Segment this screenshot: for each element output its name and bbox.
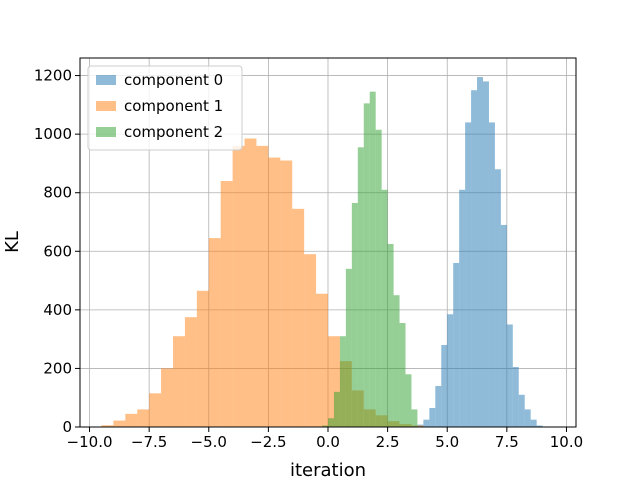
legend-swatch [96, 75, 116, 85]
bar-series-1 [113, 420, 126, 427]
x-tick-label: 5.0 [435, 433, 459, 451]
legend-label: component 2 [124, 123, 223, 141]
bar-series-2 [357, 147, 364, 428]
bar-series-2 [369, 91, 376, 427]
y-tick-label: 800 [43, 184, 72, 202]
y-tick-label: 0 [62, 418, 72, 436]
bar-series-0 [494, 169, 501, 428]
bar-series-0 [471, 90, 478, 427]
bar-series-1 [268, 157, 281, 428]
bar-series-0 [453, 263, 460, 427]
bar-series-2 [381, 189, 388, 427]
y-tick-label: 1000 [34, 125, 72, 143]
bar-series-1 [220, 181, 233, 427]
bar-series-2 [405, 374, 412, 427]
x-tick-label: 0.0 [316, 433, 340, 451]
y-tick-label: 1200 [34, 67, 72, 85]
bar-series-0 [465, 122, 472, 427]
bar-series-1 [208, 238, 221, 427]
x-axis-label: iteration [290, 460, 366, 480]
bar-series-0 [459, 189, 466, 427]
bar-series-2 [339, 336, 346, 427]
bar-series-0 [477, 77, 483, 428]
bar-series-1 [256, 145, 269, 427]
bar-series-0 [500, 224, 507, 427]
bar-series-2 [351, 202, 358, 427]
bar-series-0 [536, 425, 543, 427]
bar-series-2 [393, 295, 400, 427]
legend-swatch [96, 127, 116, 137]
bar-series-2 [387, 243, 394, 427]
bar-series-0 [506, 324, 513, 427]
bar-series-1 [125, 413, 138, 427]
bar-series-1 [196, 290, 209, 427]
bar-series-2 [333, 391, 340, 427]
bar-series-0 [524, 409, 531, 427]
y-axis-label: KL [2, 231, 23, 253]
bar-series-0 [518, 394, 525, 427]
bar-series-1 [232, 145, 245, 427]
bar-series-1 [173, 336, 185, 427]
bar-series-2 [322, 425, 328, 427]
x-tick-label: 10.0 [550, 433, 583, 451]
legend-swatch [96, 101, 116, 111]
bar-series-0 [429, 407, 436, 427]
bar-series-0 [483, 81, 489, 427]
bar-series-2 [345, 268, 352, 427]
y-tick-label: 600 [43, 242, 72, 260]
bar-series-0 [530, 419, 537, 427]
bar-series-2 [399, 323, 406, 427]
legend-label: component 1 [124, 97, 223, 115]
x-tick-label: −5.0 [191, 433, 227, 451]
legend: component 0 component 1 component 2 [87, 65, 243, 151]
x-tick-label: −7.5 [131, 433, 167, 451]
bar-series-1 [137, 409, 150, 427]
y-tick-label: 400 [43, 301, 72, 319]
bar-series-0 [512, 366, 519, 427]
bar-series-2 [411, 409, 418, 427]
histogram-bars [101, 77, 543, 428]
y-axis: 0 200 400 600 800 1000 1200 [34, 67, 80, 436]
y-tick-label: 200 [43, 359, 72, 377]
bar-series-0 [423, 419, 430, 427]
bar-series-2 [363, 103, 370, 428]
bar-series-1 [184, 317, 197, 427]
bar-series-2 [328, 418, 334, 427]
bar-series-0 [488, 122, 495, 427]
bar-series-1 [280, 160, 293, 427]
bar-series-1 [292, 208, 305, 427]
legend-label: component 0 [124, 71, 223, 89]
x-tick-label: 7.5 [495, 433, 519, 451]
x-axis: −10.0 −7.5 −5.0 −2.5 0.0 2.5 5.0 7.5 10.0 [67, 427, 583, 451]
bar-series-1 [161, 368, 173, 427]
bar-series-0 [447, 314, 454, 427]
bar-series-1 [244, 138, 257, 428]
bar-series-0 [435, 386, 442, 427]
bar-series-1 [328, 336, 340, 427]
bar-series-1 [316, 293, 328, 427]
bar-series-0 [441, 345, 448, 427]
bar-series-1 [101, 425, 114, 427]
x-tick-label: −10.0 [67, 433, 113, 451]
bar-series-2 [375, 129, 382, 427]
x-tick-label: 2.5 [376, 433, 400, 451]
x-tick-label: −2.5 [250, 433, 286, 451]
legend-box [87, 65, 243, 151]
bar-series-1 [149, 393, 162, 427]
bar-series-1 [304, 254, 317, 427]
